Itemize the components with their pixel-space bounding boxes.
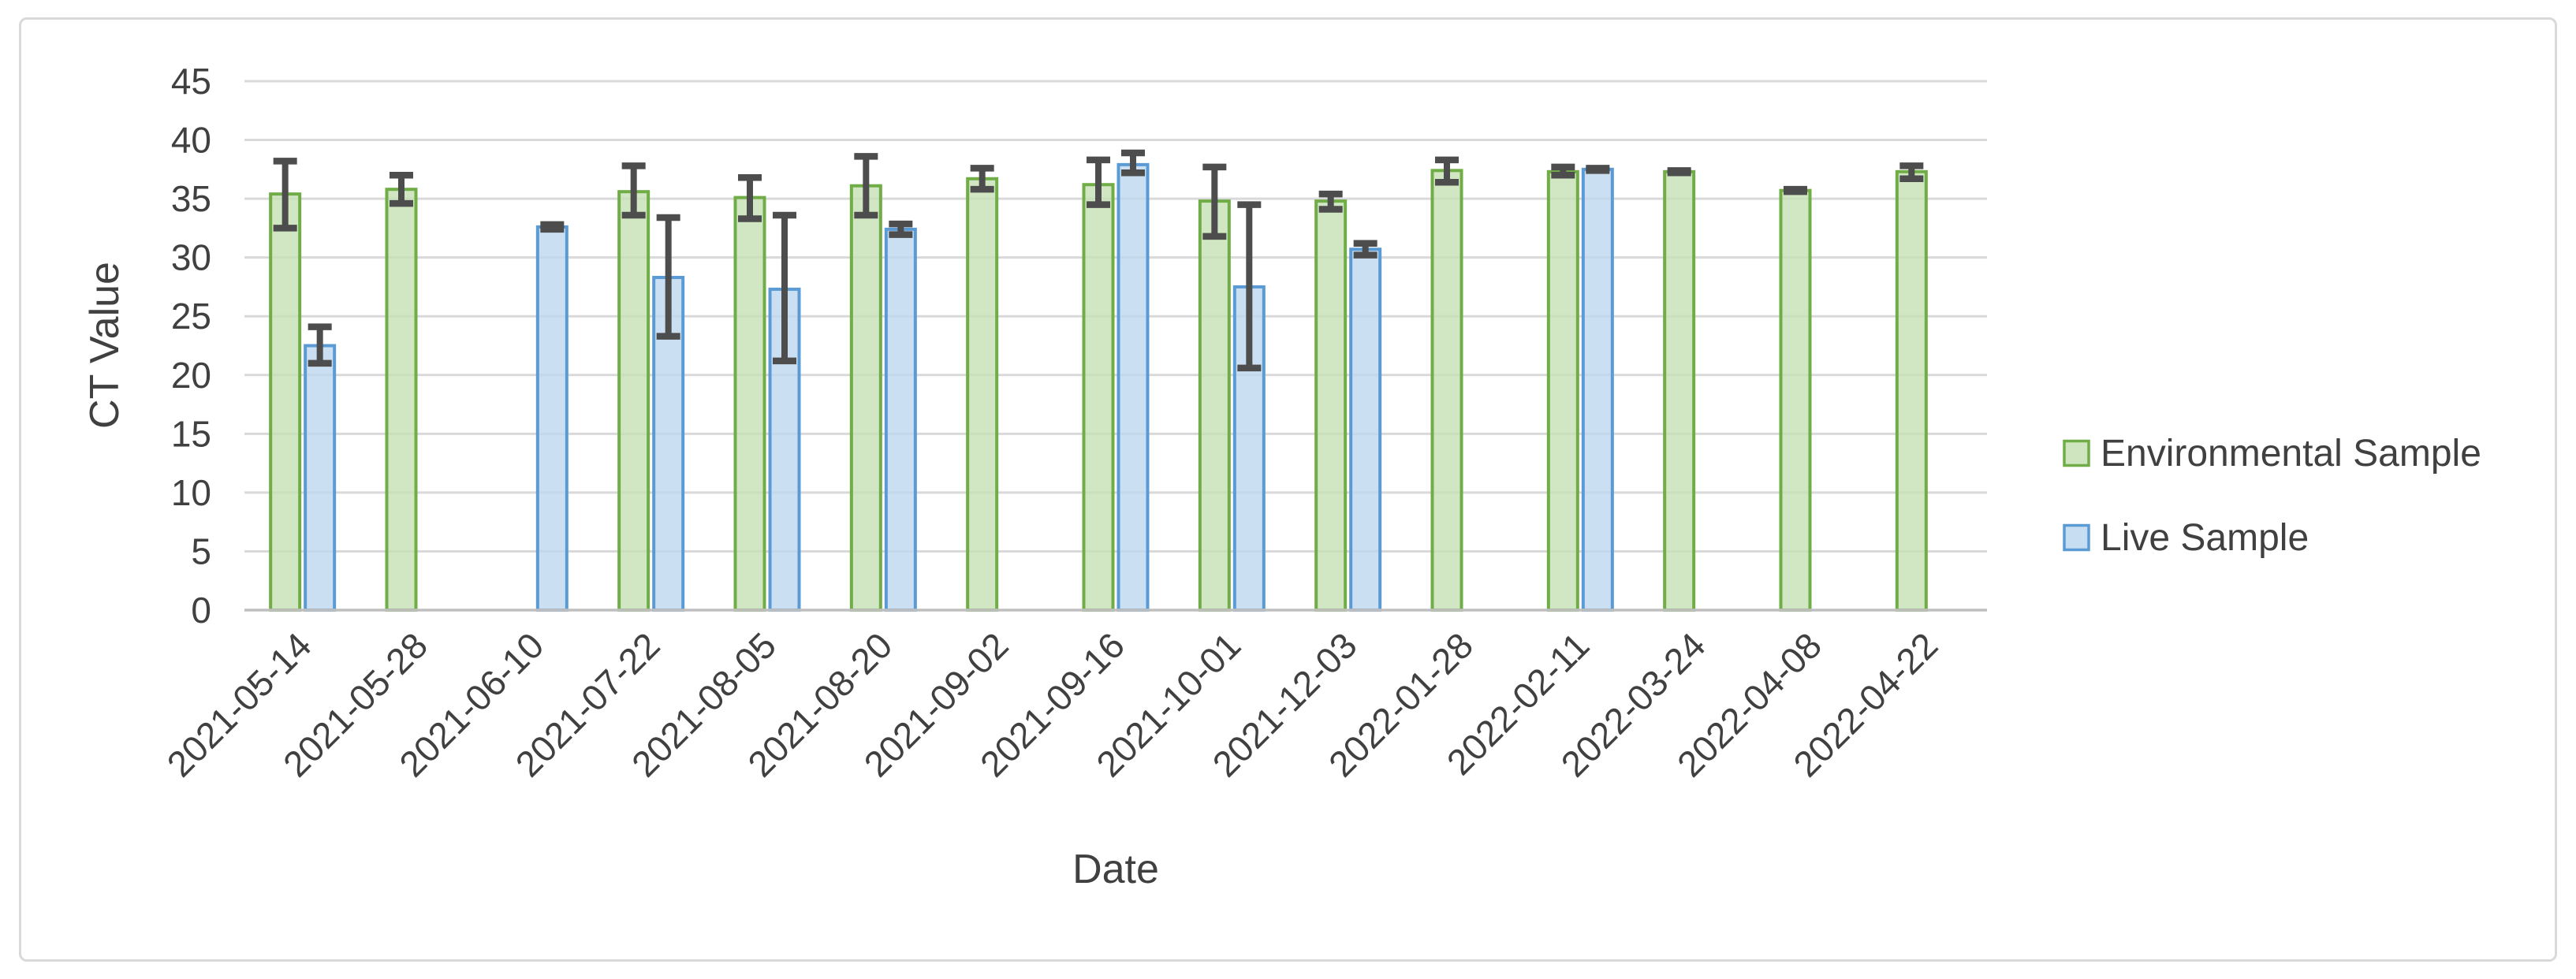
bar-environmental-sample-2021-05-14 [269, 192, 302, 612]
bar-live-sample-2021-08-20 [884, 227, 917, 612]
legend-item-environmental-sample: Environmental Sample [2063, 433, 2481, 475]
y-tick-label-45: 45 [171, 61, 211, 102]
gridlines-layer [244, 80, 1987, 553]
bar-live-sample-2021-09-16 [1117, 162, 1150, 612]
y-tick-label-0: 0 [191, 590, 211, 631]
bar-environmental-sample-2022-02-11 [1546, 169, 1579, 612]
legend-swatch-environmental-sample [2063, 439, 2090, 467]
legend-swatch-live-sample [2063, 523, 2090, 552]
y-tick-label-15: 15 [171, 413, 211, 454]
bar-environmental-sample-2022-04-22 [1895, 169, 1928, 612]
bar-live-sample-2021-12-03 [1349, 248, 1382, 612]
y-tick-label-5: 5 [191, 530, 211, 571]
bar-live-sample-2021-06-10 [535, 225, 569, 612]
y-axis-title: CT Value [82, 262, 128, 429]
bar-environmental-sample-2022-04-08 [1779, 188, 1812, 612]
bar-environmental-sample-2021-10-01 [1198, 199, 1231, 612]
y-tick-label-10: 10 [171, 472, 211, 513]
bar-environmental-sample-2021-12-03 [1314, 199, 1348, 612]
bar-environmental-sample-2022-01-28 [1430, 169, 1463, 612]
y-tick-label-30: 30 [171, 237, 211, 278]
bar-environmental-sample-2021-07-22 [617, 190, 651, 612]
bar-environmental-sample-2021-08-05 [733, 195, 766, 612]
x-tick-labels: 2021-05-142021-05-282021-06-102021-07-22… [159, 624, 1946, 784]
bar-environmental-sample-2021-05-28 [385, 188, 418, 612]
bar-live-sample-2022-02-11 [1581, 167, 1614, 612]
legend-label-environmental-sample: Environmental Sample [2101, 433, 2481, 475]
y-tick-labels: 0 5 10 15 20 25 30 35 40 45 [171, 61, 211, 631]
x-axis-title: Date [1072, 847, 1159, 892]
legend-label-live-sample: Live Sample [2101, 517, 2309, 559]
y-tick-label-25: 25 [171, 296, 211, 337]
y-tick-label-20: 20 [171, 355, 211, 396]
legend: Environmental Sample Live Sample [2063, 433, 2481, 559]
error-bars-layer [273, 149, 1924, 372]
bars-layer [269, 162, 1928, 612]
legend-item-live-sample: Live Sample [2063, 517, 2309, 559]
bar-environmental-sample-2022-03-24 [1663, 169, 1696, 612]
bar-live-sample-2021-05-14 [304, 344, 337, 612]
bar-environmental-sample-2021-08-20 [849, 184, 882, 612]
y-tick-label-35: 35 [171, 178, 211, 219]
bar-environmental-sample-2021-09-16 [1082, 183, 1115, 612]
y-tick-label-40: 40 [171, 120, 211, 161]
bar-environmental-sample-2021-09-02 [966, 177, 999, 612]
